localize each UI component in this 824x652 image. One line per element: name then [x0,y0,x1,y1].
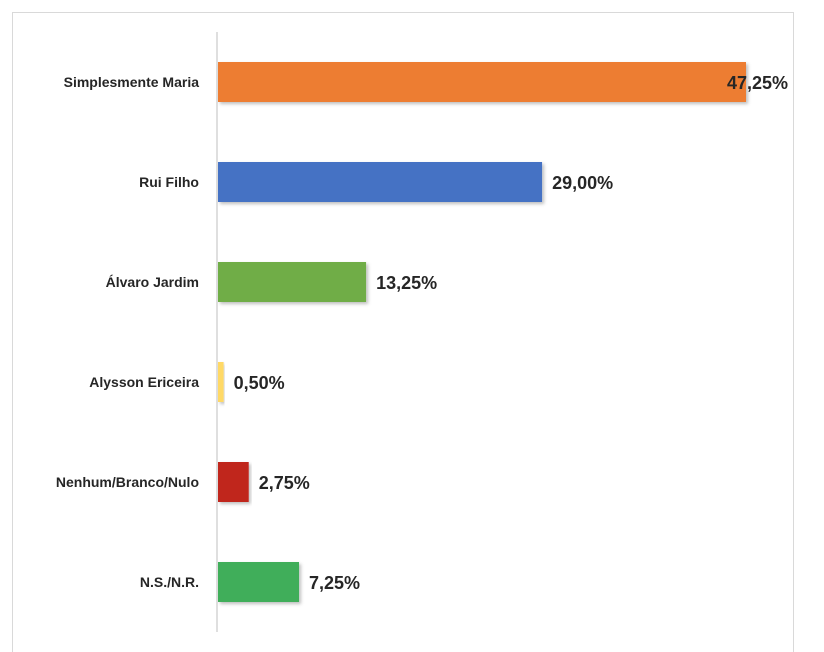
category-label-nenhum-branco-nulo: Nenhum/Branco/Nulo [56,474,199,490]
category-label-alvaro-jardim: Álvaro Jardim [106,274,199,290]
category-label-alysson-ericeira: Alysson Ericeira [89,374,199,390]
category-label-rui-filho: Rui Filho [139,174,199,190]
value-label-simplesmente-maria: 47,25% [727,73,788,93]
value-label-nenhum-branco-nulo: 2,75% [259,473,310,493]
value-label-n-s-n-r: 7,25% [309,573,360,593]
bar-nenhum-branco-nulo [218,462,249,502]
bar-n-s-n-r [218,562,300,602]
bar-rui-filho [218,162,543,202]
category-label-n-s-n-r: N.S./N.R. [140,574,199,590]
value-label-rui-filho: 29,00% [552,173,613,193]
value-label-alvaro-jardim: 13,25% [376,273,437,293]
bar-alysson-ericeira [218,362,224,402]
bar-alvaro-jardim [218,262,367,302]
value-label-alysson-ericeira: 0,50% [234,373,285,393]
category-label-simplesmente-maria: Simplesmente Maria [64,74,200,90]
chart-frame [12,12,794,652]
bar-simplesmente-maria [218,62,746,102]
